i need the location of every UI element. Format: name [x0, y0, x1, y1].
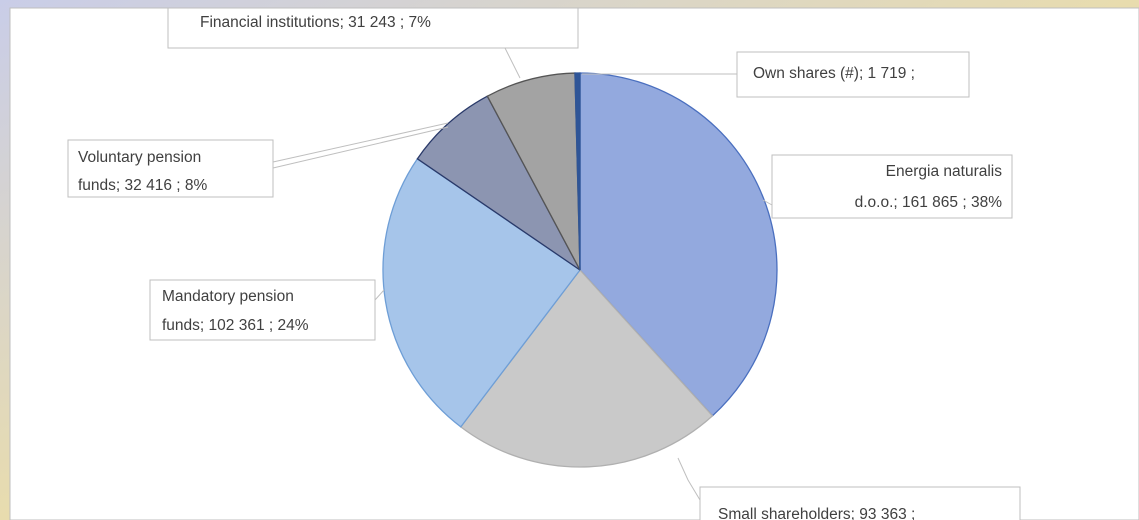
- data-label: Voluntary pension: [78, 149, 201, 166]
- leader-lines: [272, 47, 773, 501]
- pie-slice: [574, 72, 581, 271]
- data-label: Financial institutions; 31 243 ; 7%: [200, 14, 431, 31]
- data-label: d.o.o.; 161 865 ; 38%: [855, 194, 1003, 211]
- label-box: [736, 51, 970, 98]
- label-box: [771, 154, 1013, 219]
- leader-line: [504, 47, 521, 79]
- pie-slice: [459, 268, 714, 468]
- data-label: Mandatory pension: [162, 288, 294, 305]
- leader-line: [762, 199, 773, 206]
- label-box: [67, 139, 274, 198]
- label-box: [149, 279, 376, 341]
- data-label: funds; 32 416 ; 8%: [78, 177, 207, 194]
- data-label: funds; 102 361 ; 24%: [162, 317, 309, 334]
- data-label: Small shareholders; 93 363 ;: [718, 506, 915, 520]
- data-label: Own shares (#); 1 719 ;: [753, 65, 915, 82]
- pie-slice: [579, 72, 778, 417]
- leader-line: [272, 126, 449, 169]
- leader-line: [677, 457, 701, 501]
- leader-line: [272, 122, 449, 163]
- leader-line: [374, 289, 385, 301]
- label-box: [699, 486, 1021, 520]
- data-label: Energia naturalis: [886, 163, 1003, 180]
- pie-slice: [382, 157, 581, 428]
- pie-slice: [416, 95, 581, 271]
- label-box: [167, 7, 579, 49]
- pie: [382, 72, 778, 468]
